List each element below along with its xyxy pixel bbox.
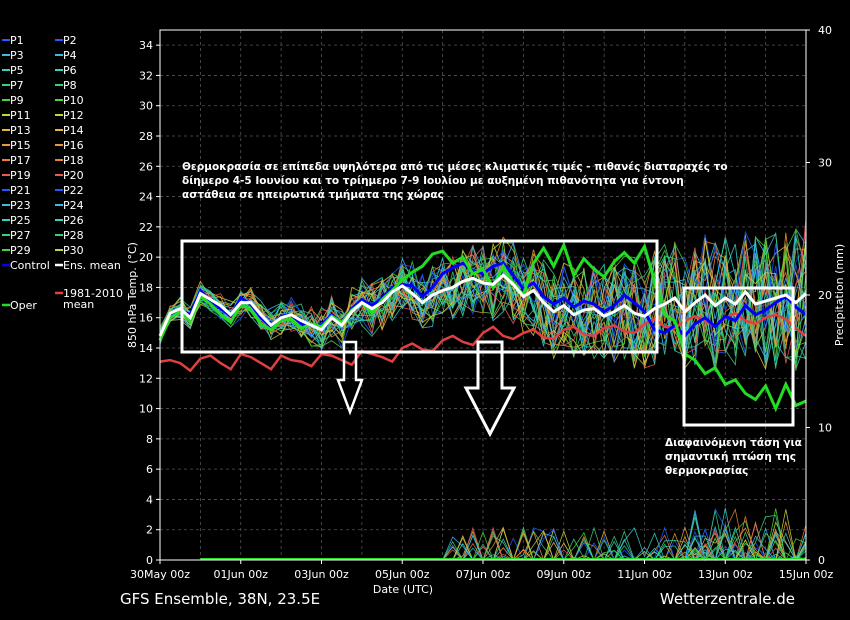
x-tick-label: 03Jun 00z <box>294 568 349 581</box>
annotations: Θερμοκρασία σε επίπεδα υψηλότερα από τις… <box>180 161 802 477</box>
legend: P1 P2 P3 P4 P5 P6 P7 P8 P9 P10 P11 P12 P13 P14 P15 P16 P… <box>2 34 123 312</box>
annotation-bottom-line: Διαφαινόμενη τάση για <box>665 437 802 449</box>
annotation-bottom-line: σημαντική πτώση της <box>665 451 796 463</box>
footer-brand: Wetterzentrale.de <box>660 590 795 608</box>
y-tick-label: 14 <box>139 342 153 355</box>
axes: 0246810121416182022242628303234010203040… <box>126 24 846 596</box>
legend-label: P29 <box>10 244 31 257</box>
legend-label-control: Control <box>10 259 50 272</box>
y2-tick-label: 20 <box>818 289 832 302</box>
legend-label: P13 <box>10 124 31 137</box>
highlight-box-trend <box>682 286 795 427</box>
y-tick-label: 26 <box>139 160 153 173</box>
y-tick-label: 8 <box>146 433 153 446</box>
x-tick-label: 01Jun 00z <box>214 568 269 581</box>
legend-label: P10 <box>63 94 84 107</box>
y-tick-label: 2 <box>146 524 153 537</box>
y-tick-label: 4 <box>146 493 153 506</box>
legend-label: P12 <box>63 109 84 122</box>
legend-label: P30 <box>63 244 84 257</box>
legend-label: P1 <box>10 34 24 47</box>
legend-label: P26 <box>63 214 84 227</box>
legend-label: P28 <box>63 229 84 242</box>
climate-mean-line <box>159 311 807 373</box>
legend-label-oper: Oper <box>10 299 37 312</box>
main-series <box>158 240 808 560</box>
y-tick-label: 18 <box>139 281 153 294</box>
chart-title: Athens (GR) 850 hPa Temp. & Precipitatio… <box>136 3 734 23</box>
x-tick-label: 30May 00z <box>130 568 190 581</box>
ens-mean-line <box>158 273 808 337</box>
legend-label: P15 <box>10 139 31 152</box>
footer-source: GFS Ensemble, 38N, 23.5E <box>120 590 320 608</box>
y2-axis-label: Precipitation (mm) <box>833 244 846 346</box>
x-tick-label: 05Jun 00z <box>375 568 430 581</box>
legend-label: P23 <box>10 199 31 212</box>
x-tick-label: 09Jun 00z <box>537 568 592 581</box>
x-tick-label: 11Jun 00z <box>617 568 672 581</box>
x-tick-label: 07Jun 00z <box>456 568 511 581</box>
member-line <box>159 246 807 359</box>
y-tick-label: 30 <box>139 100 153 113</box>
legend-label: P6 <box>63 64 77 77</box>
y2-tick-label: 0 <box>818 554 825 567</box>
legend-label: P21 <box>10 184 31 197</box>
down-arrow-small <box>336 340 364 416</box>
y-axis-label: 850 hPa Temp. (°C) <box>126 242 139 348</box>
y-tick-label: 6 <box>146 463 153 476</box>
legend-label: P4 <box>63 49 77 62</box>
legend-label-climate: 1981-2010 <box>63 287 123 300</box>
legend-label-climate-suffix: mean <box>63 298 94 311</box>
legend-label: P17 <box>10 154 31 167</box>
legend-label: P16 <box>63 139 84 152</box>
y-tick-label: 32 <box>139 69 153 82</box>
oper-line <box>158 240 807 413</box>
y2-tick-label: 40 <box>818 24 832 37</box>
legend-label: P8 <box>63 79 77 92</box>
legend-label: P19 <box>10 169 31 182</box>
legend-label-ens-mean: Ens. mean <box>63 259 121 272</box>
legend-label: P9 <box>10 94 24 107</box>
annotation-bottom-line: θερμοκρασίας <box>665 465 748 477</box>
y2-tick-label: 10 <box>818 422 832 435</box>
legend-label: P7 <box>10 79 24 92</box>
y-tick-label: 20 <box>139 251 153 264</box>
legend-label: P11 <box>10 109 31 122</box>
y-tick-label: 12 <box>139 372 153 385</box>
legend-label: P3 <box>10 49 24 62</box>
y-tick-label: 34 <box>139 39 153 52</box>
legend-label: P2 <box>63 34 77 47</box>
member-line <box>159 237 807 372</box>
annotation-top-line: Θερμοκρασία σε επίπεδα υψηλότερα από τις… <box>182 161 728 173</box>
legend-label: P25 <box>10 214 31 227</box>
y2-tick-label: 30 <box>818 157 832 170</box>
y-tick-label: 28 <box>139 130 153 143</box>
legend-label: P24 <box>63 199 84 212</box>
down-arrow-large <box>463 340 517 438</box>
legend-label: P27 <box>10 229 31 242</box>
y-tick-label: 0 <box>146 554 153 567</box>
legend-label: P5 <box>10 64 24 77</box>
y-tick-label: 16 <box>139 312 153 325</box>
x-axis-label: Date (UTC) <box>373 583 433 596</box>
x-tick-label: 15Jun 00z <box>779 568 834 581</box>
legend-label: P22 <box>63 184 84 197</box>
y-tick-label: 22 <box>139 221 153 234</box>
annotation-top-line: αστάθεια σε ηπειρωτικά τμήματα της χώρας <box>182 189 444 201</box>
legend-label: P18 <box>63 154 84 167</box>
x-tick-label: 13Jun 00z <box>698 568 753 581</box>
legend-label: P20 <box>63 169 84 182</box>
y-tick-label: 24 <box>139 191 153 204</box>
highlight-box-main <box>180 239 659 354</box>
annotation-top-line: δίημερο 4-5 Ιουνίου και το τρίημερο 7-9 … <box>182 175 684 187</box>
legend-label: P14 <box>63 124 84 137</box>
y-tick-label: 10 <box>139 403 153 416</box>
